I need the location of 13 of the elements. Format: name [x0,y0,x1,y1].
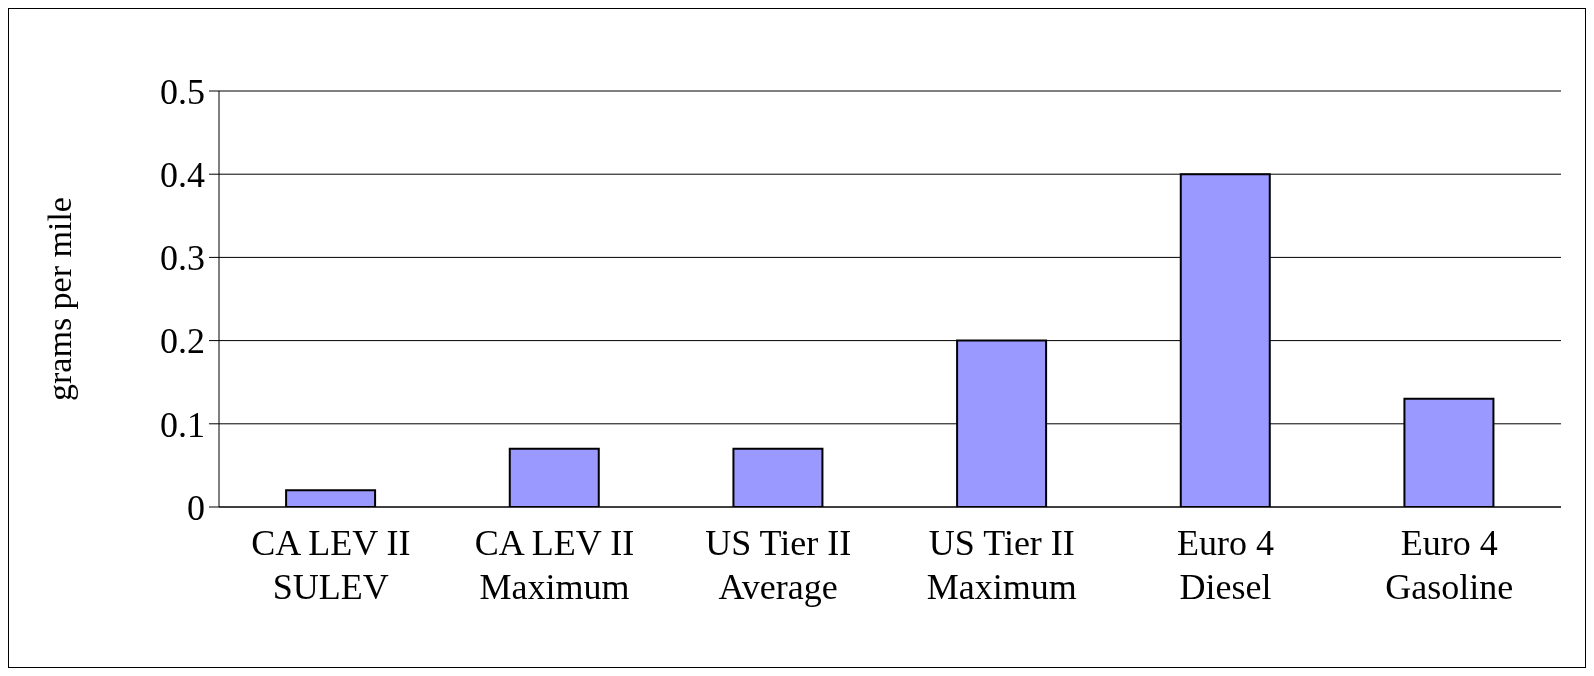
y-tick-label: 0.4 [160,154,205,195]
y-tick-label: 0.3 [160,238,205,279]
x-tick-label: Euro 4 Gasoline [1385,523,1514,607]
y-tick-label: 0.5 [160,71,205,112]
y-tick-label: 0 [187,487,205,528]
x-tick-label: US Tier II Average [705,523,852,607]
x-tick-label: CA LEV II Maximum [474,523,635,607]
x-tick-label: Euro 4 Diesel [1177,523,1274,607]
y-axis-title: grams per mile [41,197,79,401]
x-tick-label: CA LEV II SULEV [251,523,411,607]
y-tick-label: 0.2 [160,321,205,362]
y-tick-label: 0.1 [160,404,205,445]
x-tick-label: US Tier II Maximum [926,523,1077,607]
